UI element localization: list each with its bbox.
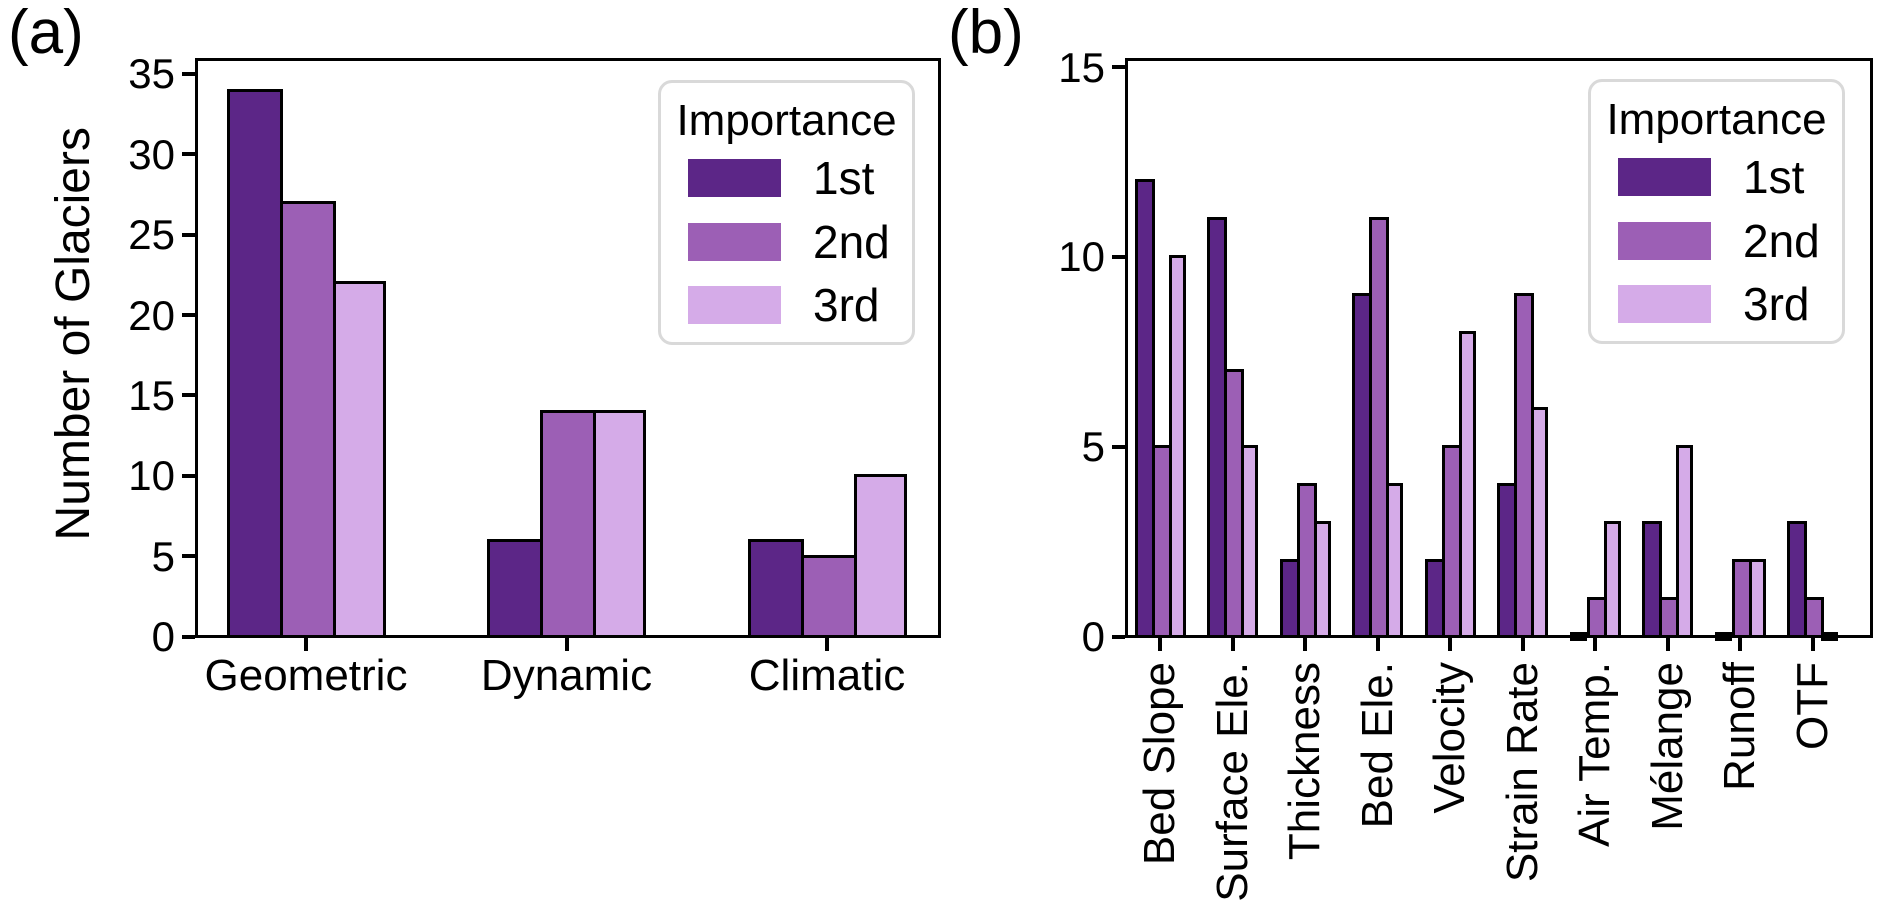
legend-label-3rd: 3rd	[1743, 278, 1810, 330]
right-spine	[938, 58, 941, 638]
x-axis-line	[195, 635, 941, 638]
legend-label-3rd: 3rd	[813, 279, 880, 331]
legend-swatch-3rd	[1618, 285, 1711, 323]
x-tick	[304, 638, 308, 651]
y-tick-label: 25	[128, 211, 175, 259]
y-tick	[182, 313, 195, 318]
y-tick-label: 0	[1081, 613, 1105, 660]
x-tick-label: OTF	[1787, 662, 1837, 750]
legend-label-2nd: 2nd	[813, 215, 890, 268]
x-tick	[1665, 638, 1670, 651]
x-tick	[1303, 638, 1307, 651]
x-tick-label: Velocity	[1425, 662, 1474, 814]
y-tick-label: 30	[128, 130, 175, 178]
panel-b-label: (b)	[948, 0, 1024, 67]
y-tick-label: 10	[1058, 233, 1105, 281]
y-tick	[1112, 634, 1125, 639]
y-tick	[182, 393, 195, 398]
x-tick-label: Geometric	[204, 651, 408, 700]
bar-Bed Slope-3rd	[1168, 255, 1186, 638]
y-tick-label: 5	[151, 532, 175, 580]
y-tick-label: 15	[1058, 43, 1105, 91]
y-tick-label: 20	[128, 291, 175, 339]
legend-swatch-3rd	[688, 286, 781, 324]
bar-Velocity-3rd	[1458, 331, 1476, 638]
x-tick-label: Mélange	[1642, 662, 1692, 831]
x-tick	[1810, 638, 1815, 651]
x-tick	[1230, 638, 1235, 651]
y-tick	[1112, 254, 1125, 259]
x-tick	[1738, 638, 1742, 651]
bar-Air Temp.-3rd	[1603, 521, 1621, 638]
y-tick	[1112, 444, 1125, 449]
right-spine	[1870, 58, 1873, 638]
bar-Geometric-3rd	[332, 281, 386, 638]
y-axis-line	[1125, 58, 1128, 638]
y-tick	[182, 152, 195, 157]
legend-label-1st: 1st	[813, 152, 875, 204]
y-tick-label: 15	[128, 371, 175, 419]
bar-Geometric-2nd	[279, 201, 336, 638]
y-tick	[182, 232, 195, 237]
x-tick-label: Runoff	[1715, 662, 1764, 791]
legend-box: Importance 1st 2nd 3rd	[658, 80, 915, 345]
legend-swatch-1st	[1618, 158, 1711, 196]
x-tick	[1520, 638, 1525, 651]
bar-Thickness-3rd	[1313, 521, 1331, 638]
legend-swatch-2nd	[1618, 221, 1711, 260]
bar-Dynamic-2nd	[540, 409, 596, 638]
bar-Mélange-3rd	[1676, 445, 1693, 638]
bar-Climatic-2nd	[800, 554, 857, 638]
y-tick-label: 35	[128, 50, 175, 98]
bar-Geometric-1st	[226, 88, 283, 638]
bar-Runoff-3rd	[1748, 559, 1766, 638]
bar-Climatic-3rd	[853, 474, 907, 638]
legend-title: Importance	[676, 96, 897, 145]
y-tick	[182, 473, 195, 478]
x-tick-label: Dynamic	[480, 651, 653, 700]
x-tick-label: Strain Rate	[1497, 662, 1547, 883]
bar-Strain Rate-3rd	[1531, 407, 1548, 638]
legend-label-2nd: 2nd	[1743, 214, 1820, 267]
x-tick-label: Thickness	[1280, 662, 1329, 861]
y-axis-line	[195, 58, 198, 638]
x-tick-label: Bed Slope	[1135, 662, 1184, 866]
x-tick	[825, 638, 829, 651]
x-tick	[564, 638, 569, 651]
y-tick-label: 5	[1081, 423, 1105, 471]
x-tick-label: Surface Ele.	[1207, 662, 1257, 902]
bar-Dynamic-1st	[487, 538, 543, 638]
legend-box: Importance 1st 2nd 3rd	[1588, 79, 1845, 344]
top-spine	[195, 58, 941, 61]
legend-title: Importance	[1606, 95, 1827, 144]
x-tick	[1375, 638, 1380, 651]
y-tick	[182, 71, 195, 76]
top-spine	[1125, 58, 1873, 61]
y-tick	[182, 554, 195, 559]
legend-swatch-1st	[688, 159, 781, 197]
bar-Dynamic-3rd	[593, 409, 646, 638]
y-tick	[1112, 65, 1125, 70]
legend-label-1st: 1st	[1743, 151, 1805, 203]
x-tick-label: Bed Ele.	[1352, 662, 1402, 829]
y-tick	[182, 634, 195, 639]
x-tick-label: Air Temp.	[1570, 662, 1619, 848]
y-tick-label: 10	[128, 452, 175, 500]
legend-swatch-2nd	[688, 222, 781, 261]
bar-Surface Ele.-3rd	[1241, 445, 1258, 638]
panel-a-label: (a)	[8, 0, 84, 67]
bar-Climatic-1st	[747, 538, 804, 638]
x-tick-label: Climatic	[748, 651, 906, 700]
x-tick	[1158, 638, 1162, 651]
bar-Bed Ele.-3rd	[1386, 483, 1403, 638]
x-axis-line	[1125, 635, 1873, 638]
x-tick	[1593, 638, 1597, 651]
y-tick-label: 0	[151, 613, 175, 660]
x-tick	[1448, 638, 1452, 651]
